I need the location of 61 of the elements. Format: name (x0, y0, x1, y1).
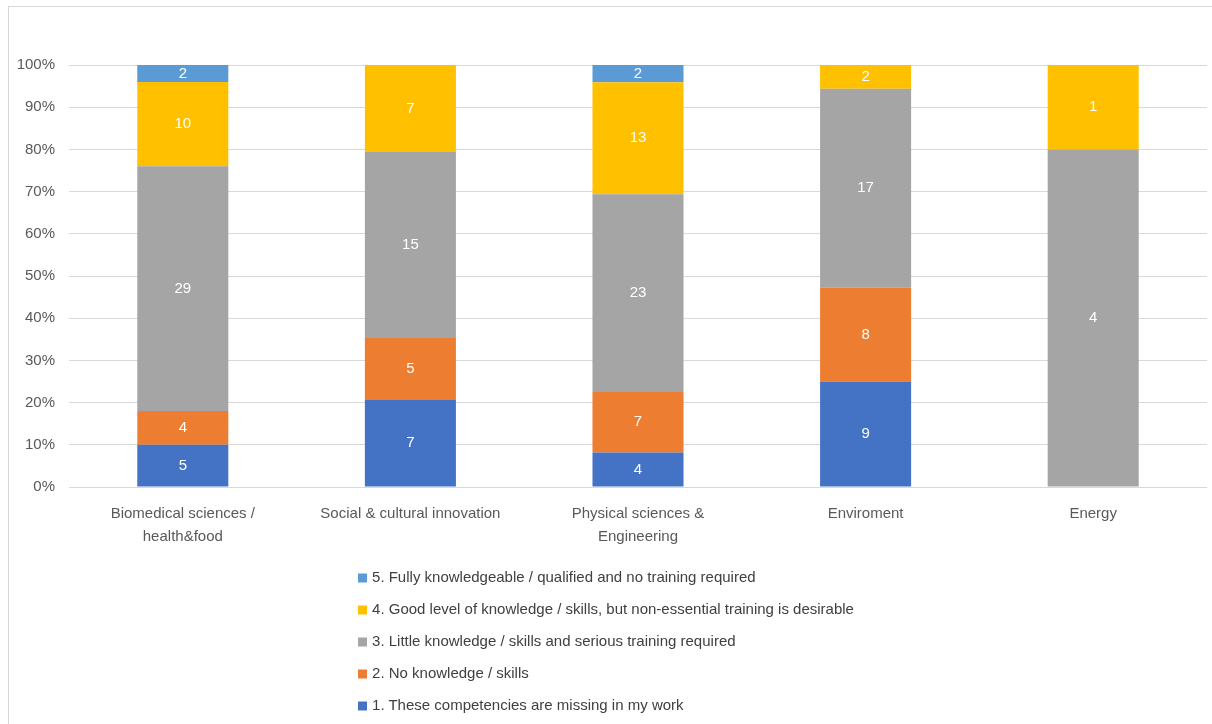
x-tick-label: Social & cultural innovation (320, 504, 501, 522)
legend-label: 5. Fully knowledgeable / qualified and no training required (372, 568, 756, 586)
annotation: 13 (629, 128, 647, 146)
x-tick-label: Biomedical sciences / health&food (110, 504, 256, 544)
y-tick-label: 90% (24, 97, 55, 115)
bar (592, 65, 684, 83)
y-tick-label: 20% (24, 392, 55, 410)
annotation: 17 (857, 178, 874, 196)
bar (1047, 65, 1139, 150)
annotation: 7 (633, 412, 643, 430)
x-tick-label: Enviroment (827, 504, 905, 522)
bar (820, 65, 912, 89)
bar (364, 338, 456, 401)
annotation: 29 (174, 278, 192, 296)
bar (137, 81, 229, 167)
bar (137, 411, 229, 445)
legend-label: 4. Good level of knowledge / skills, but non-essential training is desirable (372, 600, 854, 618)
annotation: 9 (861, 424, 870, 442)
y-tick-label: 60% (24, 223, 55, 241)
bar (364, 65, 456, 152)
y-tick-label: 40% (24, 308, 55, 326)
annotation: 2 (633, 63, 643, 81)
annotation: 7 (406, 98, 415, 116)
bar (820, 88, 912, 288)
annotation: 2 (861, 66, 870, 84)
y-tick-label: 10% (24, 434, 55, 452)
y-tick-label: 0% (33, 477, 55, 495)
bar (364, 400, 456, 487)
annotation: 7 (406, 433, 415, 451)
bar (137, 65, 229, 82)
bar (592, 392, 684, 453)
bar (364, 151, 456, 339)
annotation: 4 (633, 459, 643, 477)
annotation: 2 (178, 63, 187, 81)
y-tick-label: 80% (24, 139, 55, 157)
annotation: 5 (178, 455, 187, 473)
annotation: 4 (1089, 308, 1098, 326)
bar (820, 381, 912, 487)
x-tick-label: Energy (1069, 504, 1118, 522)
legend-label: 1. These competencies are missing in my work (372, 696, 685, 714)
y-tick-label: 100% (16, 55, 55, 73)
bar (1047, 149, 1139, 487)
annotation: 4 (178, 418, 187, 436)
annotation: 1 (1089, 97, 1098, 115)
annotation: 10 (174, 114, 192, 132)
annotation: 5 (406, 359, 415, 377)
annotation: 8 (861, 324, 870, 342)
bar (592, 82, 684, 195)
bar (592, 452, 684, 487)
legend-label: 3. Little knowledge / skills and serious training required (372, 632, 736, 650)
y-tick-label: 50% (24, 266, 55, 284)
bar (137, 444, 229, 487)
annotation: 23 (629, 283, 647, 301)
x-tick-label: Physical sciences & Engineering (571, 504, 705, 544)
legend-label: 2. No knowledge / skills (372, 664, 529, 682)
y-tick-label: 70% (24, 181, 55, 199)
bar (137, 166, 229, 412)
bar (592, 194, 684, 393)
bar (820, 287, 912, 382)
y-tick-label: 30% (24, 350, 55, 368)
annotation: 15 (402, 235, 419, 253)
